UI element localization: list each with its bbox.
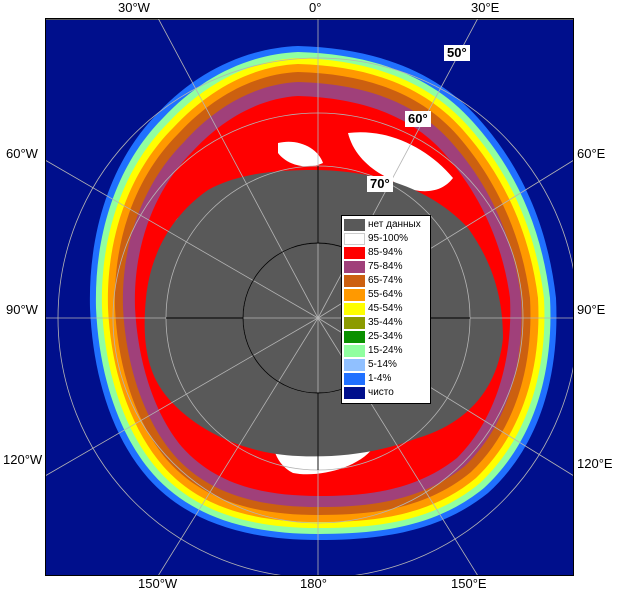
meridian-150w: [157, 317, 319, 576]
legend-item: 65-74%: [344, 274, 430, 288]
label-lat-50: 50°: [444, 45, 470, 61]
legend-label: 85-94%: [368, 247, 403, 258]
legend: нет данных 95-100% 85-94% 75-84% 65-74% …: [341, 215, 431, 404]
meridian-60w: [45, 159, 319, 319]
legend-swatch: [344, 261, 365, 273]
label-60e: 60°E: [577, 146, 606, 161]
legend-label: 95-100%: [368, 233, 409, 244]
ice-white-north2: [278, 141, 323, 167]
legend-label: 1-4%: [368, 373, 392, 384]
legend-swatch: [344, 345, 365, 357]
label-180-bottom: 180°: [300, 576, 327, 591]
legend-swatch: [344, 247, 365, 259]
legend-item: чисто: [344, 386, 430, 400]
legend-swatch: [344, 359, 365, 371]
map-frame: [45, 18, 574, 576]
legend-swatch: [344, 387, 365, 399]
legend-label: чисто: [368, 387, 394, 398]
legend-label: 5-14%: [368, 359, 397, 370]
legend-swatch: [344, 233, 365, 245]
legend-label: 15-24%: [368, 345, 403, 356]
legend-item: нет данных: [344, 218, 430, 232]
meridian-120w: [45, 317, 319, 477]
legend-swatch: [344, 331, 365, 343]
legend-label: 35-44%: [368, 317, 403, 328]
nodata-region: [144, 170, 503, 457]
legend-item: 25-34%: [344, 330, 430, 344]
label-30w-top: 30°W: [118, 0, 150, 15]
label-90w: 90°W: [6, 302, 38, 317]
legend-item: 95-100%: [344, 232, 430, 246]
legend-swatch: [344, 275, 365, 287]
legend-swatch: [344, 219, 365, 231]
label-lat-60: 60°: [405, 111, 431, 127]
label-60w: 60°W: [6, 146, 38, 161]
legend-item: 15-24%: [344, 344, 430, 358]
legend-label: нет данных: [368, 219, 421, 230]
legend-item: 85-94%: [344, 246, 430, 260]
label-0-top: 0°: [309, 0, 322, 15]
legend-swatch: [344, 303, 365, 315]
legend-item: 55-64%: [344, 288, 430, 302]
legend-label: 45-54%: [368, 303, 403, 314]
label-120e: 120°E: [577, 456, 613, 471]
sea-ice-map: [45, 18, 574, 576]
legend-item: 75-84%: [344, 260, 430, 274]
label-30e-top: 30°E: [471, 0, 500, 15]
legend-label: 25-34%: [368, 331, 403, 342]
legend-label: 55-64%: [368, 289, 403, 300]
ice-white-north: [348, 132, 453, 192]
legend-item: 1-4%: [344, 372, 430, 386]
label-120w: 120°W: [3, 452, 43, 467]
label-lat-70: 70°: [367, 176, 393, 192]
label-150e-bottom: 150°E: [451, 576, 487, 591]
legend-label: 65-74%: [368, 275, 403, 286]
legend-item: 45-54%: [344, 302, 430, 316]
legend-swatch: [344, 373, 365, 385]
legend-label: 75-84%: [368, 261, 403, 272]
label-150w-bottom: 150°W: [138, 576, 178, 591]
legend-item: 5-14%: [344, 358, 430, 372]
label-90e: 90°E: [577, 302, 606, 317]
meridian-30w: [157, 18, 319, 319]
legend-swatch: [344, 317, 365, 329]
legend-item: 35-44%: [344, 316, 430, 330]
legend-swatch: [344, 289, 365, 301]
